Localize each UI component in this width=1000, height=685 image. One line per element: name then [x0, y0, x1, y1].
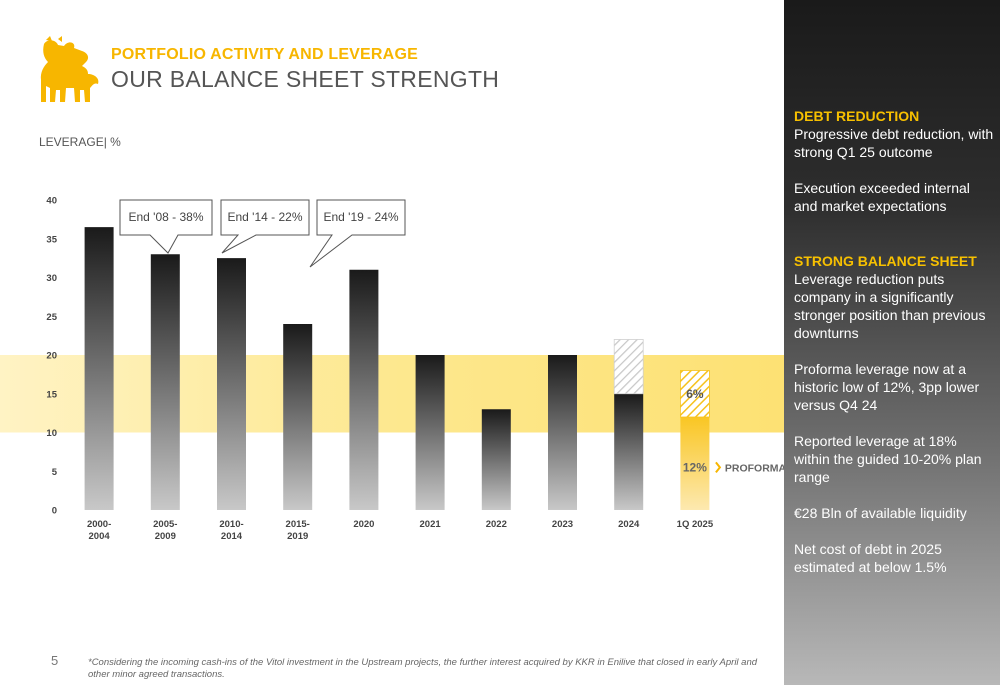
y-tick-label: 30: [46, 273, 57, 284]
bar: [84, 227, 114, 510]
guidance-band: [0, 355, 784, 433]
callout-bubble: [220, 199, 310, 254]
x-tick-label: 2010-2014: [219, 519, 243, 542]
y-tick-label: 35: [46, 234, 57, 245]
callout-text: End '14 - 22%: [227, 210, 302, 224]
debt-reduction-heading: DEBT REDUCTION: [794, 108, 920, 124]
bar: [614, 393, 644, 510]
proforma-value-label: 12%: [683, 460, 707, 474]
balance-sheet-section: STRONG BALANCE SHEET Leverage reduction …: [794, 252, 994, 576]
x-tick-label: 2024: [618, 519, 640, 530]
debt-reduction-section: DEBT REDUCTION Progressive debt reductio…: [794, 107, 994, 215]
callout-text: End '08 - 38%: [128, 210, 203, 224]
debt-reduction-text-2: Execution exceeded internal and market e…: [794, 180, 970, 214]
sidebar-panel: DEBT REDUCTION Progressive debt reductio…: [784, 0, 1000, 685]
callout-bubble: [119, 199, 213, 254]
leverage-chart: 0 5 10 15 20 25 30 35 40 6% 12% PROFORMA* 2000-2004 2…: [0, 196, 784, 542]
x-tick-label: 2005-2009: [153, 519, 177, 542]
bar: [283, 324, 313, 510]
page-title: OUR BALANCE SHEET STRENGTH: [111, 66, 500, 92]
proforma-chevron-icon: [715, 461, 722, 473]
bar: [415, 355, 445, 510]
bar: [349, 269, 379, 510]
balance-sheet-heading: STRONG BALANCE SHEET: [794, 253, 977, 269]
bar: [150, 254, 180, 510]
section-kicker: PORTFOLIO ACTIVITY AND LEVERAGE: [111, 46, 418, 63]
eni-logo-icon: [40, 36, 99, 102]
bar-proforma: [680, 417, 710, 510]
y-tick-label: 10: [46, 428, 57, 439]
x-tick-label: 2015-2019: [286, 519, 310, 542]
page-number: 5: [51, 653, 59, 668]
x-tick-label: 2000-2004: [87, 519, 111, 542]
balance-sheet-text-1: Leverage reduction puts company in a sig…: [794, 271, 986, 341]
bar-hatched-extension: [613, 339, 644, 395]
y-tick-label: 5: [52, 467, 58, 478]
x-tick-label: 2020: [353, 519, 374, 530]
bar-hatched-extension: [680, 370, 710, 418]
balance-sheet-text-5: Net cost of debt in 2025 estimated at be…: [794, 541, 947, 575]
proforma-tag: PROFORMA*: [725, 462, 784, 474]
bar: [481, 409, 511, 510]
y-axis-label: LEVERAGE| %: [39, 135, 121, 149]
y-tick-label: 0: [52, 506, 57, 517]
x-tick-label: 2021: [420, 519, 442, 530]
x-tick-label: 2023: [552, 519, 573, 530]
callout-bubble: [309, 199, 406, 268]
bar: [217, 258, 246, 510]
x-tick-label: 2022: [486, 519, 507, 530]
hatched-value-label: 6%: [686, 387, 704, 401]
balance-sheet-text-2: Proforma leverage now at a historic low …: [794, 361, 980, 413]
y-tick-label: 20: [46, 351, 57, 362]
footnote: *Considering the incoming cash-ins of th…: [88, 657, 758, 680]
y-tick-label: 25: [46, 312, 57, 323]
callout-text: End '19 - 24%: [323, 210, 398, 224]
balance-sheet-text-3: Reported leverage at 18% within the guid…: [794, 433, 982, 485]
y-tick-label: 40: [46, 196, 57, 207]
debt-reduction-text-1: Progressive debt reduction, with strong …: [794, 126, 994, 160]
x-tick-label: 1Q 2025: [677, 519, 714, 530]
balance-sheet-text-4: €28 Bln of available liquidity: [794, 505, 967, 521]
bar: [548, 355, 577, 510]
y-tick-label: 15: [46, 389, 57, 400]
